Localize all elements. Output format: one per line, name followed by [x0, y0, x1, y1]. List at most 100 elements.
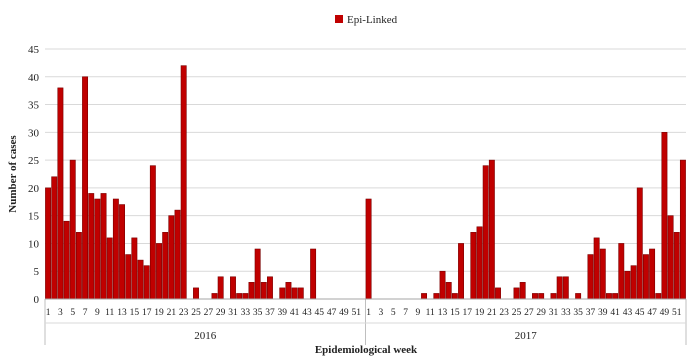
year-group-labels: 2016 2017 [194, 330, 537, 342]
bar [587, 254, 594, 300]
bar [45, 187, 52, 300]
bar [168, 215, 175, 300]
y-tick-label: 20 [28, 183, 40, 195]
x-tick-label: 5 [70, 308, 75, 318]
bar [421, 293, 428, 300]
bar [63, 220, 70, 300]
bar [488, 159, 495, 300]
bar [606, 293, 612, 300]
x-tick-label: 7 [403, 308, 408, 318]
bar [174, 209, 181, 300]
y-tick-label: 25 [28, 155, 40, 167]
bar [310, 248, 317, 300]
x-tick-label: 7 [83, 308, 88, 318]
bar [143, 265, 150, 300]
x-tick-label: 5 [391, 308, 396, 318]
x-tick-label: 11 [426, 308, 435, 318]
bar [649, 248, 656, 300]
bar [69, 159, 76, 300]
x-tick-label: 33 [241, 308, 251, 318]
bar [519, 282, 526, 300]
bar [180, 65, 187, 300]
y-tick-label: 5 [34, 266, 40, 278]
bar [75, 232, 82, 300]
bar [365, 198, 372, 300]
x-tick-label: 27 [204, 308, 214, 318]
bar [285, 282, 292, 300]
year-label: 2017 [515, 330, 538, 342]
x-tick-label: 23 [499, 308, 509, 318]
y-tick-label: 0 [34, 294, 40, 306]
bar [242, 293, 249, 300]
bar [106, 237, 113, 300]
bar [630, 265, 637, 300]
x-tick-label: 35 [253, 308, 263, 318]
x-tick-label: 45 [635, 308, 645, 318]
x-tick-label: 9 [416, 308, 421, 318]
year-label: 2016 [194, 330, 217, 342]
bar [618, 243, 625, 300]
bar [156, 243, 162, 300]
x-tick-label: 39 [598, 308, 608, 318]
x-tick-label: 27 [524, 308, 534, 318]
x-tick-label: 19 [475, 308, 485, 318]
x-tick-label: 29 [216, 308, 226, 318]
bar [149, 165, 156, 300]
x-axis-title: Epidemiological week [315, 344, 418, 356]
bar [230, 276, 236, 300]
x-tick-label: 1 [46, 308, 51, 318]
bar [550, 293, 557, 300]
bar [297, 287, 304, 300]
x-tick-label: 23 [179, 308, 189, 318]
bars [45, 65, 686, 300]
y-tick-label: 15 [28, 211, 40, 223]
x-tick-label: 21 [487, 308, 497, 318]
bar [254, 248, 261, 300]
bar [624, 270, 631, 300]
bar [82, 76, 89, 300]
bar [88, 193, 95, 300]
bar [137, 259, 144, 300]
x-tick-label: 51 [672, 308, 682, 318]
bar [211, 293, 218, 300]
bar [125, 254, 132, 300]
y-tick-labels: 0 5 10 15 20 25 30 35 40 45 [28, 44, 40, 306]
bar [217, 276, 224, 300]
bar [562, 276, 569, 300]
bar [279, 287, 286, 300]
x-tick-label: 29 [536, 308, 546, 318]
bar [193, 287, 199, 300]
bar [100, 193, 107, 300]
x-tick-label: 13 [438, 308, 448, 318]
x-tick-label: 25 [191, 308, 201, 318]
bar [131, 237, 138, 300]
bar [470, 232, 477, 300]
y-tick-label: 40 [28, 72, 40, 84]
bar [575, 293, 582, 300]
x-tick-label: 43 [302, 308, 312, 318]
bar [661, 132, 668, 300]
bar [495, 287, 501, 300]
x-tick-label: 31 [549, 308, 559, 318]
bar [593, 237, 600, 300]
x-tick-label: 15 [450, 308, 460, 318]
x-tick-label: 49 [339, 308, 349, 318]
x-tick-label: 17 [462, 308, 472, 318]
legend-swatch [335, 15, 343, 23]
gridlines [45, 48, 686, 272]
bar [482, 165, 489, 300]
x-tick-labels: 1 3 5 7 9 11 13 15 17 19 21 23 25 27 29 31 33 35 37 39 41 43 4… [46, 308, 682, 318]
x-tick-label: 37 [586, 308, 596, 318]
bar [673, 232, 680, 300]
y-axis-title: Number of cases [7, 135, 19, 213]
x-tick-label: 3 [58, 308, 63, 318]
x-tick-label: 49 [660, 308, 670, 318]
bar [612, 293, 619, 300]
y-tick-label: 45 [28, 44, 40, 56]
x-tick-label: 39 [278, 308, 288, 318]
bar [538, 293, 545, 300]
x-tick-label: 43 [623, 308, 633, 318]
y-tick-label: 35 [28, 100, 40, 112]
x-tick-label: 19 [154, 308, 164, 318]
